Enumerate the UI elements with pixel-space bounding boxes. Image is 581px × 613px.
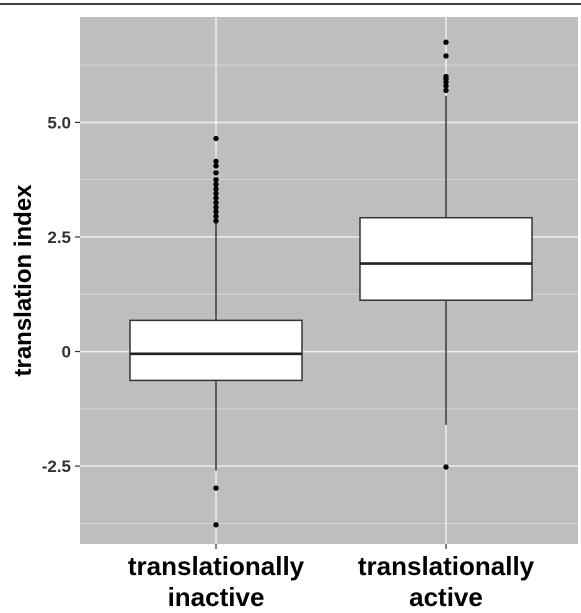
y-tick-label: 0 xyxy=(62,343,71,362)
outlier-point xyxy=(443,39,449,45)
outlier-point xyxy=(443,87,449,94)
outlier-point xyxy=(443,53,449,59)
x-axis-categories: translationallyinactivetranslationallyac… xyxy=(128,544,535,612)
outlier-point xyxy=(213,176,219,183)
outlier-point xyxy=(213,181,219,187)
x-category-label: inactive xyxy=(168,582,265,612)
y-tick-label: -2.5 xyxy=(42,457,71,476)
x-category-label: translationally xyxy=(128,551,305,581)
box-group xyxy=(359,39,533,470)
x-category-label: translationally xyxy=(358,551,535,581)
iqr-box xyxy=(129,319,303,382)
outlier-point xyxy=(213,186,219,192)
outlier-point xyxy=(443,73,449,80)
iqr-box xyxy=(359,216,533,301)
outlier-point xyxy=(443,464,449,470)
outlier-point xyxy=(213,163,219,169)
outlier-point xyxy=(213,209,219,215)
box-group xyxy=(129,135,303,528)
x-category-label: active xyxy=(409,582,483,612)
y-tick-label: 5.0 xyxy=(47,113,71,132)
y-axis-ticks: -2.5 0 2.5 5.0 xyxy=(42,113,80,476)
outlier-point xyxy=(213,190,219,197)
outlier-point xyxy=(213,170,219,176)
outlier-point xyxy=(213,135,219,142)
outlier-point xyxy=(213,522,219,528)
outlier-point xyxy=(213,195,219,201)
outlier-point xyxy=(213,218,219,224)
outlier-point xyxy=(213,199,219,206)
outlier-point xyxy=(213,204,219,210)
y-axis-title: translation index xyxy=(10,184,37,377)
outlier-point xyxy=(213,213,219,220)
box-layer xyxy=(129,39,533,528)
y-tick-label: 2.5 xyxy=(47,228,71,247)
outlier-point xyxy=(213,485,219,491)
outlier-point xyxy=(213,158,219,165)
